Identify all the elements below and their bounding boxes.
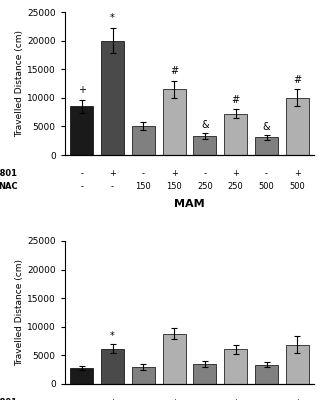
Text: +: + [109,169,116,178]
Text: NAC: NAC [0,182,17,191]
Bar [101,41,124,155]
Bar [255,137,278,155]
Bar [70,368,93,384]
Bar [193,136,216,155]
Text: 250: 250 [197,182,213,191]
Text: -: - [80,169,83,178]
Text: MAM: MAM [174,199,205,209]
Text: #: # [232,95,240,105]
Text: -: - [265,398,268,400]
Text: +: + [232,169,239,178]
Text: +: + [294,169,301,178]
Text: -: - [203,398,206,400]
Text: 150: 150 [135,182,151,191]
Bar [255,364,278,384]
Text: -: - [142,169,145,178]
Bar [163,334,186,384]
Bar [286,98,309,155]
Text: *: * [110,330,115,340]
Text: 500: 500 [289,182,305,191]
Text: -: - [80,398,83,400]
Text: 150: 150 [166,182,182,191]
Text: +: + [171,169,178,178]
Text: #: # [170,66,178,76]
Bar [224,114,247,155]
Text: MK801: MK801 [0,398,17,400]
Bar [70,106,93,155]
Y-axis label: Travelled Distance (cm): Travelled Distance (cm) [15,30,24,137]
Text: +: + [171,398,178,400]
Bar [132,367,155,384]
Text: -: - [142,398,145,400]
Text: 250: 250 [228,182,244,191]
Bar [132,126,155,155]
Text: +: + [294,398,301,400]
Text: -: - [203,169,206,178]
Text: -: - [265,169,268,178]
Text: 500: 500 [259,182,274,191]
Text: &: & [263,122,270,132]
Bar [224,349,247,384]
Text: MK801: MK801 [0,169,17,178]
Text: -: - [111,182,114,191]
Text: +: + [232,398,239,400]
Bar [163,89,186,155]
Bar [101,348,124,384]
Text: -: - [80,182,83,191]
Text: +: + [78,85,86,95]
Text: *: * [110,14,115,24]
Bar [286,344,309,384]
Text: +: + [109,398,116,400]
Text: #: # [293,75,301,85]
Text: &: & [201,120,209,130]
Bar [193,364,216,384]
Y-axis label: Travelled Distance (cm): Travelled Distance (cm) [15,259,24,366]
